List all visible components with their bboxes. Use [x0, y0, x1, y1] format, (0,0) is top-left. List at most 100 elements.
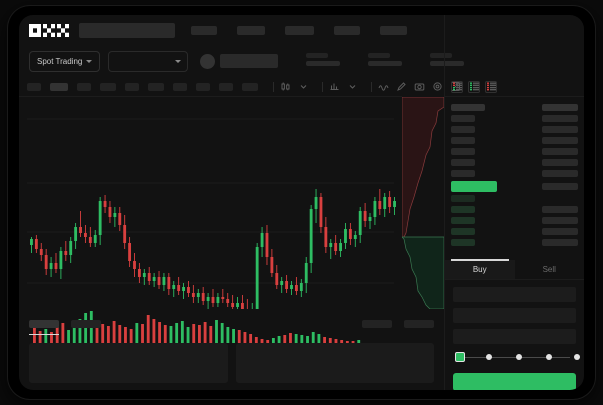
- bid-amount: [542, 239, 578, 246]
- order-price-field[interactable]: [453, 287, 576, 302]
- nav-item-3[interactable]: [285, 25, 314, 35]
- timeframe-30m[interactable]: [100, 82, 116, 91]
- bid-price: [451, 228, 475, 235]
- orderbook-last-price-row: [451, 179, 578, 193]
- tab-buy[interactable]: Buy: [445, 259, 515, 279]
- camera-snapshot-icon[interactable]: [414, 81, 425, 92]
- orderbook-bid-row[interactable]: [451, 226, 578, 237]
- ask-price: [451, 137, 475, 144]
- okx-logo[interactable]: [29, 23, 69, 37]
- orderbook-and-trade-panel: Buy Sell: [444, 15, 584, 390]
- orderbook-depth-chart: [402, 97, 444, 309]
- bid-amount: [542, 206, 578, 213]
- candlestick-chart-icon[interactable]: [280, 81, 291, 92]
- orderbook-ask-row[interactable]: [451, 113, 578, 124]
- orderbook-mode-bids[interactable]: [468, 80, 480, 93]
- order-amount-field[interactable]: [453, 308, 576, 323]
- nav-item-2[interactable]: [237, 25, 265, 35]
- tab-open-orders[interactable]: [29, 320, 59, 335]
- orderbook-ask-row[interactable]: [451, 146, 578, 157]
- stat-1-value: [306, 61, 341, 66]
- bid-price: [451, 195, 475, 202]
- timeframe-1w[interactable]: [196, 82, 210, 91]
- orderbook-ask-row[interactable]: [451, 168, 578, 179]
- slider-stop-25[interactable]: [486, 354, 492, 360]
- order-amount-slider[interactable]: [455, 350, 580, 366]
- stat-1-label: [306, 53, 329, 58]
- orderbook[interactable]: [445, 97, 584, 260]
- order-entry-form: [445, 280, 584, 366]
- stat-2-value: [368, 61, 403, 66]
- orderbook-last-price: [451, 180, 497, 192]
- timeframe-1m[interactable]: [27, 82, 41, 91]
- timeframe-1mo[interactable]: [219, 82, 233, 91]
- ask-amount: [542, 115, 578, 122]
- trading-pair-select[interactable]: [108, 50, 189, 72]
- spot-trading-dropdown[interactable]: Spot Trading: [29, 50, 101, 72]
- chevron-down-icon: [175, 59, 182, 63]
- bottom-action-1[interactable]: [362, 320, 392, 328]
- bid-price: [451, 206, 475, 213]
- orderbook-ask-row[interactable]: [451, 135, 578, 146]
- orderbook-bid-row[interactable]: [451, 204, 578, 215]
- search-input[interactable]: [79, 22, 175, 38]
- pair-last-price: [220, 54, 279, 68]
- settings-gear-icon[interactable]: [432, 81, 443, 92]
- slider-stop-50[interactable]: [516, 354, 522, 360]
- orderbook-ask-row[interactable]: [451, 157, 578, 168]
- orders-tab-bar: [19, 311, 444, 337]
- orderbook-mode-switcher: [445, 77, 584, 97]
- ask-price: [451, 170, 475, 177]
- spot-trading-label: Spot Trading: [37, 56, 83, 66]
- indicators-icon[interactable]: [329, 81, 340, 92]
- orderbook-mode-both[interactable]: [451, 80, 463, 93]
- timeframe-5m[interactable]: [50, 82, 68, 91]
- bid-price: [451, 217, 475, 224]
- timeframe-1d[interactable]: [173, 82, 187, 91]
- ask-price: [451, 126, 475, 133]
- pencil-draw-icon[interactable]: [396, 81, 407, 92]
- ask-amount: [542, 137, 578, 144]
- ask-amount: [542, 126, 578, 133]
- candlestick-svg: [27, 118, 396, 309]
- timeframe-4h[interactable]: [148, 82, 164, 91]
- toolbar-divider: [273, 81, 274, 92]
- device-frame: Spot Trading: [8, 6, 595, 399]
- orderbook-header-row: [451, 102, 578, 113]
- orderbook-bid-row[interactable]: [451, 237, 578, 248]
- ask-amount: [542, 159, 578, 166]
- order-total-field[interactable]: [453, 329, 576, 344]
- chevron-down-icon[interactable]: [298, 81, 309, 92]
- nav-item-5[interactable]: [380, 25, 407, 35]
- nav-item-1[interactable]: [191, 25, 217, 35]
- orderbook-ask-row[interactable]: [451, 124, 578, 135]
- chevron-down-icon[interactable]: [347, 81, 358, 92]
- buy-submit-button[interactable]: [453, 373, 576, 390]
- nav-item-4[interactable]: [334, 25, 360, 35]
- timeframe-1h[interactable]: [125, 82, 139, 91]
- slider-handle[interactable]: [455, 352, 465, 362]
- timeframe-15m[interactable]: [77, 82, 91, 91]
- tab-sell[interactable]: Sell: [515, 260, 585, 279]
- line-chart-icon[interactable]: [378, 81, 389, 92]
- stat-1: [306, 53, 341, 69]
- slider-stop-75[interactable]: [546, 354, 552, 360]
- orderbook-mode-asks[interactable]: [485, 80, 497, 93]
- app-screen: Spot Trading: [19, 15, 584, 390]
- timeframe-more[interactable]: [242, 82, 258, 91]
- top-navigation-bar: [19, 15, 584, 45]
- orderbook-bid-row[interactable]: [451, 215, 578, 226]
- ask-amount: [542, 170, 578, 177]
- slider-stop-100[interactable]: [574, 354, 580, 360]
- orders-panels: [19, 337, 444, 390]
- ask-amount: [542, 148, 578, 155]
- bottom-action-2[interactable]: [404, 320, 434, 328]
- tab-buy-label: Buy: [472, 265, 487, 274]
- orderbook-col-amount: [542, 104, 578, 111]
- bid-amount: [542, 217, 578, 224]
- slider-track: [459, 357, 570, 358]
- orderbook-bid-row[interactable]: [451, 193, 578, 204]
- depth-svg: [402, 97, 444, 309]
- tab-order-history[interactable]: [71, 320, 101, 328]
- price-candlestick-chart[interactable]: [19, 97, 402, 309]
